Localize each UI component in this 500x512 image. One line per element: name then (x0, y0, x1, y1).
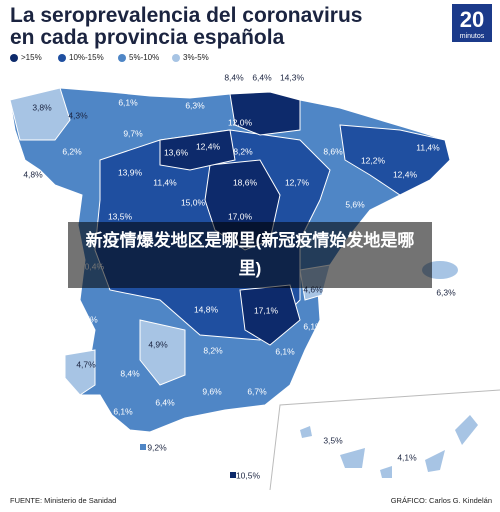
province-label: 10,5% (236, 470, 261, 480)
legend-swatch (10, 54, 18, 62)
legend-label: 10%-15% (69, 53, 104, 62)
melilla (230, 472, 236, 478)
province (339, 124, 451, 196)
footer-credit: GRÁFICO: Carlos G. Kindelán (391, 496, 492, 505)
island (380, 466, 392, 478)
province-label: 4,6% (303, 284, 323, 294)
title-line1: La seroprevalencia del coronavirus (10, 4, 363, 27)
province (9, 87, 71, 141)
province (159, 129, 236, 171)
island (340, 448, 365, 468)
logo-text: minutos (460, 33, 485, 40)
province-label: 14,3% (280, 72, 305, 82)
province-label: 8,2% (233, 146, 253, 156)
footer-source: FUENTE: Ministerio de Sanidad (10, 496, 116, 505)
legend-label: 3%-5% (183, 53, 209, 62)
logo-box (452, 4, 492, 42)
province-label: 9,7% (123, 128, 143, 138)
province-label: 4,9% (148, 339, 168, 349)
province-label: 8,4% (120, 368, 140, 378)
province-label: 3,5% (323, 435, 343, 445)
province-label: 6,1% (113, 406, 133, 416)
province-label: 17,0% (228, 211, 253, 221)
province-label: 6,1% (303, 321, 323, 331)
province-label: 6,1% (118, 97, 138, 107)
province-label: 14,8% (194, 304, 219, 314)
province-label: 6,3% (436, 287, 456, 297)
banner: 新疫情爆发地区是哪里(新冠疫情始发地是哪里) (68, 222, 432, 288)
province-label: 6,1% (275, 346, 295, 356)
island (300, 426, 312, 438)
island (425, 450, 445, 472)
province-label: 11,4% (416, 142, 440, 152)
legend-label: 5%-10% (129, 53, 159, 62)
province-label: 12,4% (393, 169, 418, 179)
province (64, 349, 96, 396)
legend-swatch (118, 54, 126, 62)
province-label: 17,1% (254, 305, 279, 315)
province-label: 12,4% (196, 141, 221, 151)
island (455, 415, 478, 445)
province-label: 6,7% (247, 386, 267, 396)
province-label: 6,4% (155, 397, 175, 407)
province-label: 13,9% (118, 167, 143, 177)
province (139, 319, 186, 386)
province-label: 3,8% (32, 102, 52, 112)
province-label: 8,6% (323, 146, 343, 156)
legend-swatch (172, 54, 180, 62)
province-label: 18,6% (233, 177, 258, 187)
province-label: 6,3% (185, 100, 205, 110)
legend: >15% 10%-15% 5%-10% 3%-5% (10, 53, 209, 62)
province-label: 12,0% (228, 117, 253, 127)
province-label: 4,3% (68, 110, 88, 120)
province-label: 13,5% (108, 211, 133, 221)
province-label: 6,4% (252, 72, 272, 82)
province-labels: 3,8% 4,3% 6,1% 6,3% 8,4% 6,4% 14,3% 12,0% 9,7% 12… (23, 72, 456, 480)
province-label: 4,1% (397, 452, 417, 462)
canarias-frame (269, 389, 500, 491)
province-label: 12,2% (361, 155, 386, 165)
province-label: 4,8% (23, 169, 43, 179)
province (229, 91, 301, 136)
province-label: 9,2% (147, 442, 167, 452)
legend-swatch (58, 54, 66, 62)
province-label: 6,5% (78, 314, 98, 324)
province-label: 6,2% (62, 146, 82, 156)
province-label: 4,7% (76, 359, 96, 369)
province-label: 8,2% (203, 345, 223, 355)
ceuta (140, 444, 146, 450)
province-label: 12,7% (285, 177, 310, 187)
province-label: 15,0% (181, 197, 206, 207)
province-label: 11,4% (153, 177, 177, 187)
province-label: 5,6% (345, 199, 365, 209)
logo-number: 20 (460, 7, 484, 32)
legend-label: >15% (21, 53, 42, 62)
title-line2: en cada provincia española (10, 26, 285, 49)
province-label: 13,6% (164, 147, 189, 157)
province-label: 8,4% (224, 72, 244, 82)
province-label: 9,6% (202, 386, 222, 396)
